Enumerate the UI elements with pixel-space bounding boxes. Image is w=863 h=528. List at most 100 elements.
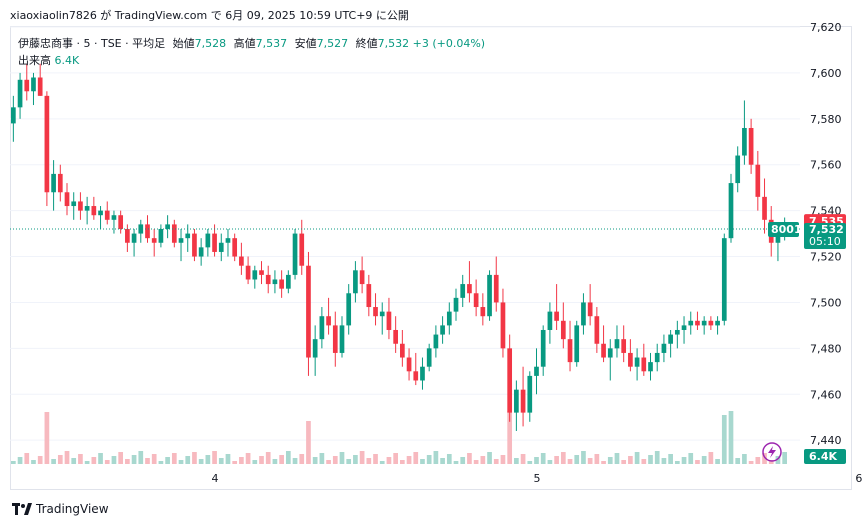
- candle-body[interactable]: [44, 95, 50, 193]
- candle-body[interactable]: [735, 155, 741, 184]
- candle-body[interactable]: [406, 357, 412, 372]
- candle-body[interactable]: [17, 79, 23, 108]
- candle-body[interactable]: [366, 284, 372, 308]
- candle-body[interactable]: [131, 233, 137, 243]
- candle-body[interactable]: [78, 201, 83, 211]
- candle-body[interactable]: [520, 389, 526, 413]
- candle-body[interactable]: [312, 339, 318, 358]
- candle-body[interactable]: [37, 77, 43, 96]
- candle-body[interactable]: [292, 233, 298, 275]
- candle-body[interactable]: [446, 311, 452, 326]
- candle-body[interactable]: [648, 362, 653, 372]
- candle-body[interactable]: [560, 320, 566, 340]
- candle-body[interactable]: [393, 329, 398, 344]
- candle-body[interactable]: [661, 343, 667, 353]
- candle-body[interactable]: [748, 127, 754, 165]
- tradingview-footer[interactable]: TradingView: [12, 502, 109, 516]
- candle-body[interactable]: [379, 311, 385, 317]
- candle-body[interactable]: [742, 127, 747, 156]
- candle-body[interactable]: [265, 274, 271, 285]
- candle-body[interactable]: [145, 224, 150, 239]
- candle-body[interactable]: [755, 164, 761, 197]
- candle-body[interactable]: [467, 284, 472, 294]
- symbol-tag[interactable]: [768, 221, 799, 237]
- candle-body[interactable]: [540, 329, 546, 367]
- candle-body[interactable]: [125, 228, 130, 243]
- candle-body[interactable]: [762, 196, 767, 220]
- candle-body[interactable]: [178, 238, 184, 243]
- candle-body[interactable]: [473, 293, 479, 308]
- candle-body[interactable]: [158, 228, 164, 243]
- candle-body[interactable]: [554, 311, 559, 321]
- candle-body[interactable]: [514, 389, 519, 413]
- candle-body[interactable]: [688, 320, 694, 326]
- candle-body[interactable]: [728, 183, 734, 239]
- candle-body[interactable]: [57, 173, 63, 193]
- candle-body[interactable]: [91, 206, 97, 216]
- candle-body[interactable]: [574, 325, 580, 363]
- candle-body[interactable]: [359, 270, 365, 285]
- candle-body[interactable]: [581, 302, 586, 326]
- candle-body[interactable]: [319, 316, 325, 340]
- candle-body[interactable]: [426, 348, 432, 367]
- candle-body[interactable]: [353, 270, 358, 294]
- candle-body[interactable]: [480, 307, 486, 317]
- candle-body[interactable]: [205, 233, 211, 248]
- candle-body[interactable]: [346, 293, 352, 326]
- candle-body[interactable]: [198, 247, 204, 257]
- candle-body[interactable]: [440, 325, 445, 335]
- candle-body[interactable]: [507, 348, 513, 413]
- candle-body[interactable]: [326, 316, 331, 326]
- candle-body[interactable]: [594, 316, 600, 344]
- candle-body[interactable]: [71, 201, 77, 207]
- candle-body[interactable]: [641, 357, 647, 372]
- candle-body[interactable]: [453, 297, 459, 312]
- candle-body[interactable]: [413, 371, 419, 381]
- candle-body[interactable]: [24, 79, 30, 92]
- candle-body[interactable]: [31, 77, 36, 92]
- candle-body[interactable]: [487, 274, 492, 317]
- candle-body[interactable]: [386, 311, 392, 330]
- candle-body[interactable]: [715, 320, 720, 326]
- candle-body[interactable]: [614, 339, 620, 349]
- symbol-title[interactable]: 伊藤忠商事 · 5 · TSE · 平均足: [18, 37, 166, 50]
- candle-body[interactable]: [84, 206, 90, 211]
- candle-body[interactable]: [232, 238, 238, 257]
- candle-body[interactable]: [527, 375, 533, 413]
- candle-body[interactable]: [547, 311, 553, 330]
- candle-body[interactable]: [628, 352, 633, 367]
- candle-body[interactable]: [634, 357, 640, 367]
- candle-body[interactable]: [171, 224, 177, 243]
- candle-body[interactable]: [460, 284, 466, 298]
- candle-body[interactable]: [285, 274, 291, 289]
- candle-body[interactable]: [11, 107, 16, 124]
- candle-body[interactable]: [668, 334, 673, 344]
- candle-body[interactable]: [601, 343, 606, 358]
- candle-body[interactable]: [279, 279, 284, 289]
- candle-body[interactable]: [534, 366, 539, 376]
- candle-body[interactable]: [225, 238, 231, 243]
- candle-body[interactable]: [299, 233, 305, 266]
- candle-body[interactable]: [607, 348, 613, 358]
- candle-body[interactable]: [400, 343, 405, 358]
- candle-body[interactable]: [306, 265, 311, 358]
- candle-body[interactable]: [373, 307, 378, 317]
- candle-body[interactable]: [674, 329, 680, 335]
- candle-body[interactable]: [51, 173, 56, 193]
- candle-body[interactable]: [433, 334, 439, 349]
- candle-body[interactable]: [500, 302, 506, 349]
- candle-body[interactable]: [138, 224, 144, 234]
- candle-body[interactable]: [721, 238, 727, 321]
- candle-body[interactable]: [212, 233, 217, 252]
- candle-body[interactable]: [245, 265, 251, 280]
- candle-body[interactable]: [64, 192, 70, 207]
- candle-body[interactable]: [567, 339, 573, 363]
- candle-body[interactable]: [98, 210, 103, 216]
- candle-body[interactable]: [104, 210, 110, 220]
- candle-body[interactable]: [272, 279, 278, 285]
- candle-body[interactable]: [339, 325, 345, 353]
- candle-body[interactable]: [218, 242, 224, 252]
- candle-body[interactable]: [332, 325, 338, 353]
- candle-body[interactable]: [259, 270, 264, 275]
